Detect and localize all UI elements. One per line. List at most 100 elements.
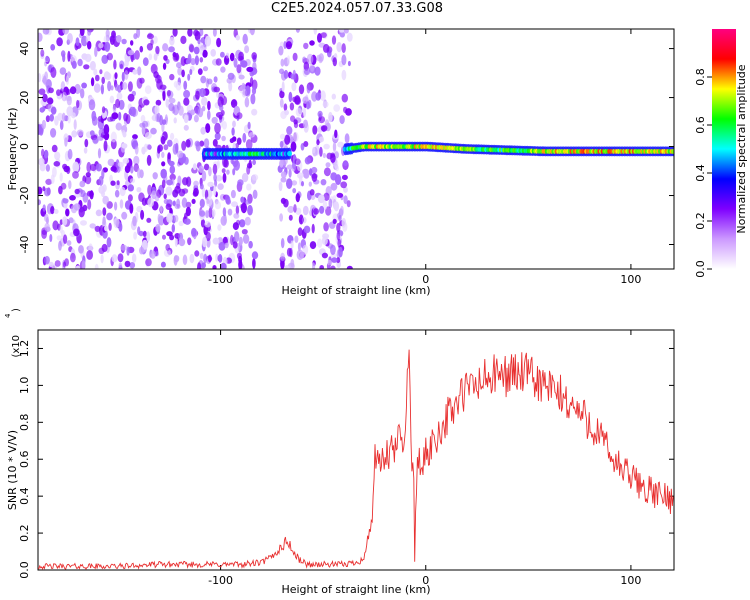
noise-blob-1 — [344, 133, 350, 144]
noise-blob-0 — [72, 171, 79, 179]
noise-blob-0 — [38, 157, 45, 166]
noise-blob-1 — [278, 181, 283, 192]
noise-blob-0 — [121, 143, 128, 149]
noise-blob-1 — [322, 200, 328, 211]
x-tick-label: 0 — [422, 574, 429, 587]
noise-blob-0 — [213, 76, 218, 83]
noise-blob-0 — [146, 33, 154, 40]
noise-blob-0 — [234, 231, 240, 243]
noise-blob-1 — [293, 119, 298, 125]
noise-blob-0 — [166, 213, 173, 224]
noise-blob-0 — [66, 95, 72, 106]
noise-blob-1 — [343, 161, 348, 166]
noise-blob-1 — [317, 194, 325, 204]
noise-blob-0 — [85, 175, 92, 185]
noise-blob-0 — [125, 114, 131, 125]
noise-blob-0 — [183, 97, 190, 106]
noise-blob-0 — [231, 127, 235, 136]
noise-blob-1 — [317, 238, 323, 248]
noise-blob-0 — [152, 172, 158, 180]
noise-blob-1 — [341, 54, 347, 66]
noise-blob-1 — [313, 208, 319, 215]
noise-blob-0 — [107, 116, 114, 122]
noise-blob-0 — [70, 252, 76, 263]
noise-blob-0 — [239, 219, 246, 228]
noise-blob-0 — [184, 212, 188, 221]
noise-blob-0 — [224, 55, 229, 64]
colorbar: 0.0 0.2 0.4 0.6 0.8 Normalized spectral ampli… — [694, 29, 748, 278]
noise-blob-1 — [279, 90, 285, 99]
noise-blob-1 — [319, 205, 325, 214]
noise-blob-0 — [124, 165, 131, 174]
noise-blob-1 — [333, 201, 339, 210]
noise-blob-0 — [207, 100, 211, 111]
noise-blob-0 — [89, 60, 96, 71]
noise-blob-0 — [165, 243, 170, 251]
noise-blob-0 — [121, 71, 125, 82]
noise-blob-1 — [311, 173, 318, 182]
noise-blob-0 — [79, 29, 85, 37]
noise-blob-0 — [56, 89, 61, 96]
noise-blob-0 — [244, 216, 251, 226]
noise-blob-0 — [116, 92, 123, 100]
noise-blob-0 — [154, 195, 160, 202]
noise-blob-0 — [139, 246, 145, 255]
noise-blob-0 — [249, 29, 255, 36]
noise-blob-0 — [233, 160, 240, 171]
noise-blob-0 — [198, 165, 205, 173]
noise-blob-0 — [160, 261, 166, 268]
noise-blob-0 — [163, 248, 171, 257]
noise-blob-0 — [86, 250, 93, 260]
noise-blob-0 — [212, 139, 218, 147]
noise-blob-0 — [140, 209, 145, 220]
noise-blob-1 — [331, 35, 337, 45]
noise-blob-0 — [216, 160, 220, 169]
noise-blob-0 — [183, 114, 189, 124]
noise-blob-0 — [121, 129, 126, 136]
noise-blob-0 — [67, 115, 71, 124]
noise-blob-0 — [50, 44, 56, 51]
noise-blob-0 — [110, 180, 116, 186]
noise-blob-0 — [166, 89, 171, 97]
noise-blob-0 — [67, 148, 73, 160]
noise-blob-0 — [166, 179, 174, 186]
spectrogram-frame — [37, 28, 675, 270]
colorbar-tick-label: 0.0 — [694, 260, 707, 278]
noise-blob-0 — [176, 150, 184, 159]
noise-blob-0 — [231, 201, 238, 208]
noise-blob-1 — [322, 101, 329, 108]
noise-blob-1 — [288, 214, 293, 221]
noise-blob-0 — [101, 54, 109, 64]
noise-blob-1 — [343, 106, 348, 114]
noise-blob-0 — [244, 96, 250, 108]
noise-blob-0 — [191, 227, 197, 237]
noise-blob-1 — [280, 197, 286, 204]
noise-blob-1 — [289, 247, 293, 258]
noise-blob-0 — [61, 112, 66, 122]
y-scale-close: ) — [11, 308, 22, 312]
noise-blob-1 — [343, 186, 348, 193]
noise-blob-0 — [89, 130, 95, 136]
noise-blob-0 — [61, 91, 68, 102]
noise-blob-0 — [161, 119, 167, 125]
noise-blob-0 — [92, 137, 99, 144]
noise-blob-1 — [298, 84, 305, 95]
noise-blob-1 — [306, 83, 311, 94]
noise-blob-0 — [60, 182, 67, 190]
noise-blob-0 — [173, 117, 177, 124]
noise-blob-0 — [153, 53, 158, 61]
noise-blob-1 — [328, 198, 333, 209]
spectrogram-field — [38, 29, 674, 269]
noise-blob-0 — [54, 151, 61, 161]
noise-blob-0 — [132, 134, 138, 140]
noise-blob-1 — [308, 168, 313, 176]
noise-blob-0 — [217, 183, 224, 191]
noise-blob-0 — [49, 234, 53, 242]
noise-blob-1 — [300, 251, 305, 259]
noise-blob-0 — [139, 77, 145, 84]
noise-blob-1 — [293, 204, 297, 213]
noise-blob-0 — [246, 183, 252, 191]
noise-blob-1 — [346, 200, 351, 208]
noise-blob-0 — [236, 112, 243, 120]
noise-blob-0 — [48, 87, 54, 94]
